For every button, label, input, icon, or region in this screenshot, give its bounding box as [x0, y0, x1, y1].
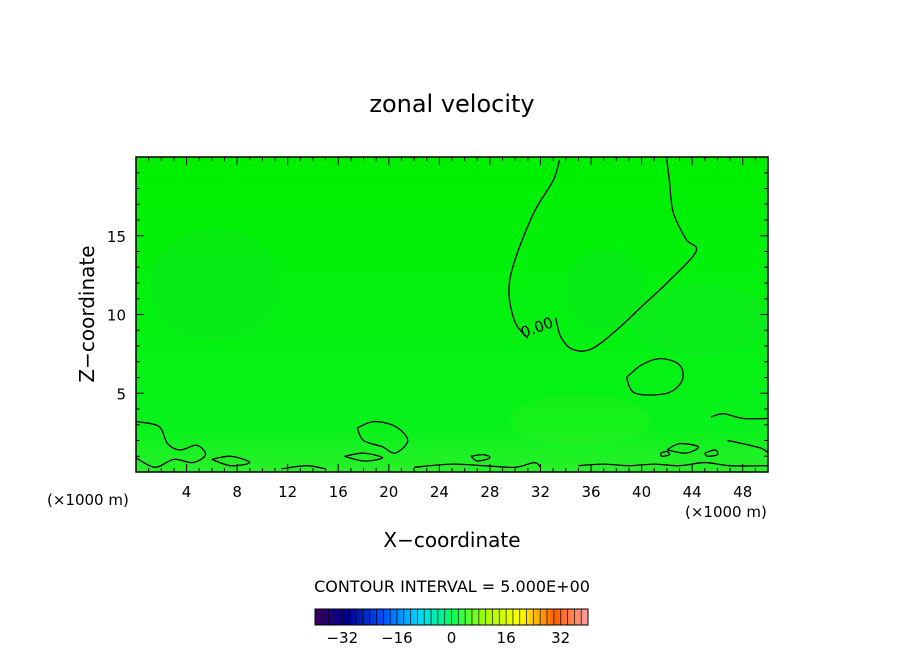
velocity-field-shade [150, 230, 280, 340]
contour-lines [136, 159, 768, 470]
y-axis-ticks: 5 10 15 [107, 172, 768, 457]
contour-line-zero [659, 450, 671, 457]
chart-title: zonal velocity [369, 90, 534, 118]
x-tick-label: 8 [232, 483, 242, 501]
contour-line-zero [211, 455, 251, 467]
contour-line-zero [666, 442, 700, 454]
colorbar-ticks: −32 −16 0 16 32 [326, 629, 570, 647]
colorbar-tick-label: −16 [381, 629, 413, 647]
contour-line-zero [727, 439, 768, 454]
contour-line-zero [356, 420, 409, 454]
velocity-field-shade [510, 395, 650, 445]
y-tick-label: 10 [107, 307, 126, 325]
y-tick-label: 15 [107, 228, 126, 246]
x-axis-ticks: 4 8 12 16 20 24 28 32 36 40 44 48 [148, 157, 756, 501]
colorbar-tick-label: 16 [497, 629, 516, 647]
contour-line-zero [710, 413, 768, 420]
colorbar-tick-label: 32 [551, 629, 570, 647]
velocity-field-shade [565, 250, 645, 330]
contour-line-zero [555, 160, 698, 352]
x-tick-label: 12 [278, 483, 297, 501]
contour-line-zero [508, 159, 561, 339]
x-axis-label: X−coordinate [383, 528, 520, 552]
x-tick-label: 32 [531, 483, 550, 501]
x-tick-label: 48 [733, 483, 752, 501]
contour-line-zero [414, 461, 541, 469]
contour-interval-label: CONTOUR INTERVAL = 5.000E+00 [314, 577, 590, 596]
contour-line-zero [704, 449, 719, 457]
x-tick-label: 28 [480, 483, 499, 501]
contour-line-zero [281, 465, 326, 470]
velocity-field-shade [630, 285, 768, 355]
velocity-field [136, 157, 768, 472]
x-tick-label: 36 [581, 483, 600, 501]
contour-line-zero [470, 454, 491, 462]
y-tick-label: 5 [116, 385, 126, 403]
colorbar-tick-label: −32 [326, 629, 358, 647]
y-axis-label: Z−coordinate [75, 245, 99, 382]
x-tick-label: 4 [182, 483, 192, 501]
x-tick-label: 44 [683, 483, 702, 501]
contour-line-zero [625, 357, 684, 396]
colorbar-tick-label: 0 [447, 629, 457, 647]
contour-line-zero [578, 461, 768, 467]
contour-line-zero [344, 452, 384, 462]
contour-line-zero [136, 420, 207, 468]
x-unit-label-right: (×1000 m) [685, 503, 767, 521]
x-tick-label: 16 [329, 483, 348, 501]
colorbar-bands [321, 609, 582, 625]
x-unit-label-left: (×1000 m) [47, 491, 129, 509]
x-tick-label: 24 [430, 483, 449, 501]
x-tick-label: 20 [379, 483, 398, 501]
x-tick-label: 40 [632, 483, 651, 501]
